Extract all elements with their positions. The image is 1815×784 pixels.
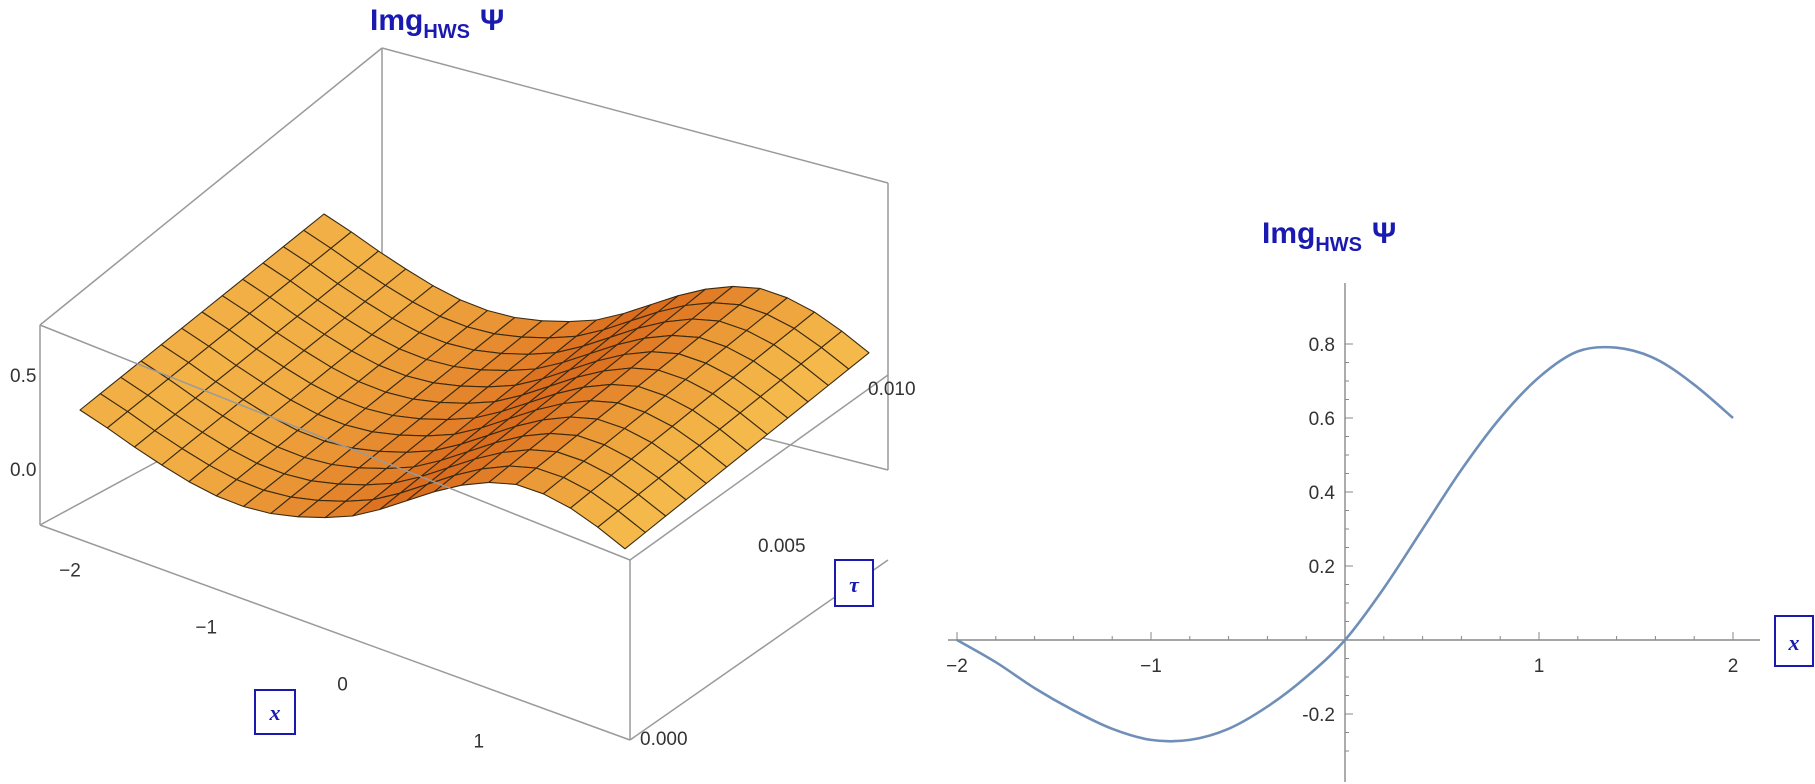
line-title-symbol: Ψ [1372, 217, 1396, 250]
line-plot-title: ImgHWS Ψ [1262, 217, 1396, 256]
surface-cell [597, 510, 646, 550]
line-y-tick-label: -0.2 [1302, 705, 1335, 726]
x-axis-label-box: x [254, 689, 296, 735]
line-plot-axes: −2 −1 1 2 -0.2 0.2 0.4 0.6 0.8 [946, 283, 1760, 782]
surface-x-tick-label: 1 [473, 732, 484, 753]
line-title-main: Img [1262, 217, 1315, 250]
line-y-tick-label: 0.6 [1309, 409, 1335, 430]
surface-z-tick-label: 0.5 [10, 366, 36, 387]
surface-x-tick-label: 0 [337, 675, 348, 696]
surface-x-tick-label: −1 [195, 618, 217, 639]
surface-title-sub: HWS [423, 21, 470, 43]
line-x-tick-label: −2 [946, 656, 968, 677]
surface-x-axis-label: x [269, 700, 281, 725]
surface-title-main: Img [370, 4, 423, 37]
surface-tau-tick-label: 0.000 [640, 729, 688, 750]
line-y-tick-label: 0.4 [1309, 483, 1336, 504]
surface-mesh [79, 213, 870, 550]
line-y-tick-label: 0.8 [1309, 335, 1335, 356]
line-x-tick-label: 2 [1728, 656, 1739, 677]
line-x-tick-label: −1 [1140, 656, 1162, 677]
line-y-tick-label: 0.2 [1309, 557, 1335, 578]
line-x-tick-label: 1 [1534, 656, 1545, 677]
line-title-sub: HWS [1315, 234, 1362, 256]
surface-x-tick-label: −2 [59, 561, 81, 582]
box-front-edges [39, 324, 889, 741]
line-x-axis-label: x [1788, 630, 1800, 655]
series-line [956, 345, 1734, 743]
surface-z-tick-label: 0.0 [10, 460, 36, 481]
line-x-axis-label-box: x [1774, 615, 1814, 667]
surface-title-symbol: Ψ [480, 4, 504, 37]
surface-tau-tick-label: 0.005 [758, 536, 806, 557]
tau-axis-label-box: τ [834, 559, 874, 607]
surface-plot-title: ImgHWS Ψ [370, 4, 504, 43]
surface-tau-tick-label: 0.010 [868, 379, 916, 400]
surface-tau-axis-label: τ [849, 572, 860, 597]
